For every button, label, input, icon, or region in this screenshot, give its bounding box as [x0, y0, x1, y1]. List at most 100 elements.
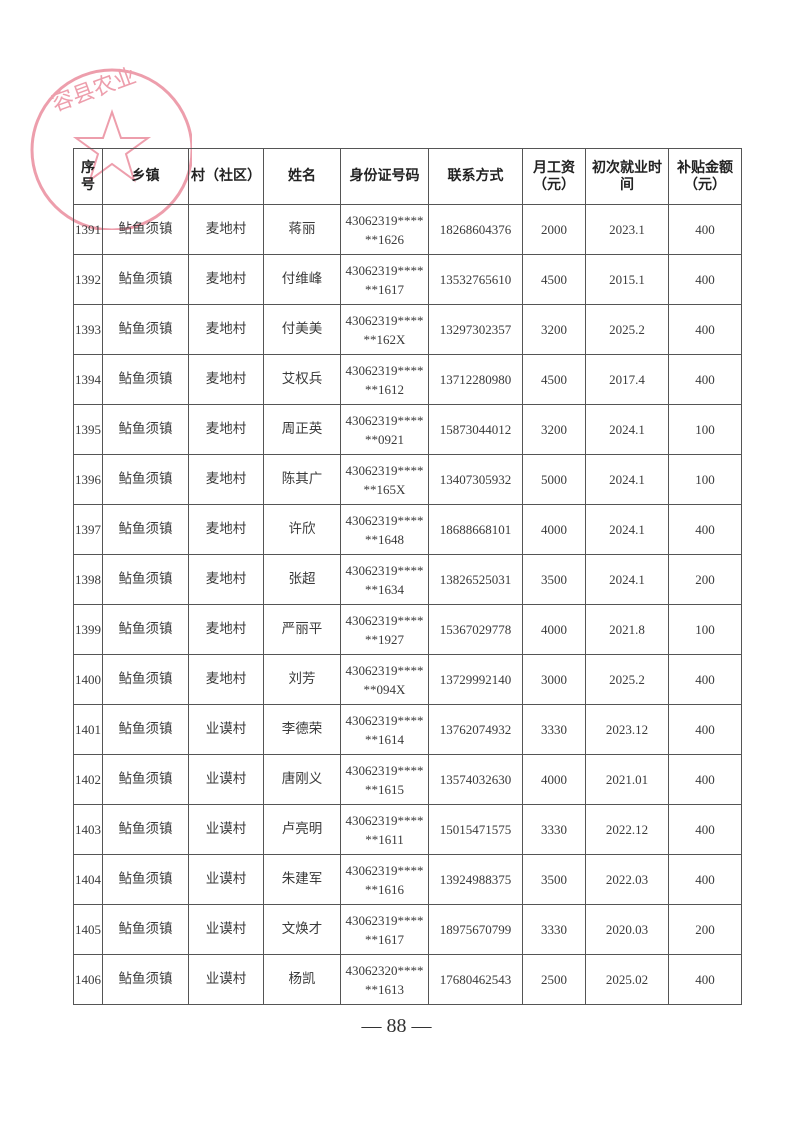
cell-monthly-wage: 2000: [522, 204, 586, 255]
cell-monthly-wage: 3500: [522, 554, 586, 605]
cell-id-number: 43062319******165X: [340, 454, 429, 505]
cell-first-employment-date: 2021.01: [585, 754, 669, 805]
cell-village: 麦地村: [188, 254, 264, 305]
table-row: 1406 鲇鱼须镇 业谟村 杨凯 43062320******1613 176804625…: [73, 954, 742, 1005]
cell-seq: 1392: [73, 254, 103, 305]
cell-id-number: 43062319******1927: [340, 604, 429, 655]
cell-seq: 1393: [73, 304, 103, 355]
cell-contact: 17680462543: [428, 954, 523, 1005]
table-row: 1395 鲇鱼须镇 麦地村 周正英 43062319******0921 15873044…: [73, 404, 742, 455]
cell-subsidy-amount: 400: [668, 654, 742, 705]
table-row: 1405 鲇鱼须镇 业谟村 文焕才 43062319******1617 18975670…: [73, 904, 742, 955]
cell-seq: 1399: [73, 604, 103, 655]
cell-name: 唐刚义: [263, 754, 341, 805]
cell-village: 麦地村: [188, 604, 264, 655]
cell-township: 鲇鱼须镇: [102, 604, 189, 655]
cell-seq: 1403: [73, 804, 103, 855]
cell-first-employment-date: 2015.1: [585, 254, 669, 305]
cell-subsidy-amount: 400: [668, 754, 742, 805]
cell-name: 蒋丽: [263, 204, 341, 255]
cell-township: 鲇鱼须镇: [102, 854, 189, 905]
cell-seq: 1405: [73, 904, 103, 955]
header-name: 姓名: [263, 148, 341, 205]
cell-contact: 18268604376: [428, 204, 523, 255]
cell-subsidy-amount: 400: [668, 504, 742, 555]
cell-village: 业谟村: [188, 704, 264, 755]
cell-id-number: 43062319******1626: [340, 204, 429, 255]
cell-subsidy-amount: 100: [668, 404, 742, 455]
cell-monthly-wage: 3330: [522, 704, 586, 755]
cell-contact: 13826525031: [428, 554, 523, 605]
cell-contact: 13712280980: [428, 354, 523, 405]
table-row: 1393 鲇鱼须镇 麦地村 付美美 43062319******162X 13297302…: [73, 304, 742, 355]
cell-name: 刘芳: [263, 654, 341, 705]
cell-seq: 1400: [73, 654, 103, 705]
cell-subsidy-amount: 400: [668, 954, 742, 1005]
cell-id-number: 43062319******1617: [340, 254, 429, 305]
header-first-employment-date: 初次就业时间: [585, 148, 669, 205]
table-row: 1400 鲇鱼须镇 麦地村 刘芳 43062319******094X 137299921…: [73, 654, 742, 705]
cell-id-number: 43062319******1611: [340, 804, 429, 855]
cell-contact: 15367029778: [428, 604, 523, 655]
header-monthly-wage: 月工资（元）: [522, 148, 586, 205]
cell-first-employment-date: 2023.12: [585, 704, 669, 755]
cell-id-number: 43062319******1616: [340, 854, 429, 905]
table-row: 1391 鲇鱼须镇 麦地村 蒋丽 43062319******1626 182686043…: [73, 204, 742, 255]
cell-subsidy-amount: 100: [668, 454, 742, 505]
table-row: 1401 鲇鱼须镇 业谟村 李德荣 43062319******1614 13762074…: [73, 704, 742, 755]
cell-first-employment-date: 2025.02: [585, 954, 669, 1005]
cell-subsidy-amount: 400: [668, 304, 742, 355]
cell-township: 鲇鱼须镇: [102, 304, 189, 355]
cell-township: 鲇鱼须镇: [102, 254, 189, 305]
header-contact: 联系方式: [428, 148, 523, 205]
cell-monthly-wage: 4500: [522, 254, 586, 305]
cell-monthly-wage: 3330: [522, 804, 586, 855]
cell-village: 麦地村: [188, 304, 264, 355]
cell-village: 业谟村: [188, 804, 264, 855]
table-row: 1402 鲇鱼须镇 业谟村 唐刚义 43062319******1615 13574032…: [73, 754, 742, 805]
cell-seq: 1402: [73, 754, 103, 805]
cell-subsidy-amount: 400: [668, 254, 742, 305]
cell-contact: 13729992140: [428, 654, 523, 705]
cell-monthly-wage: 2500: [522, 954, 586, 1005]
header-subsidy-amount: 补贴金额（元）: [668, 148, 742, 205]
table-row: 1394 鲇鱼须镇 麦地村 艾权兵 43062319******1612 13712280…: [73, 354, 742, 405]
table-row: 1397 鲇鱼须镇 麦地村 许欣 43062319******1648 186886681…: [73, 504, 742, 555]
cell-monthly-wage: 4000: [522, 754, 586, 805]
cell-first-employment-date: 2020.03: [585, 904, 669, 955]
cell-township: 鲇鱼须镇: [102, 954, 189, 1005]
cell-first-employment-date: 2025.2: [585, 304, 669, 355]
cell-seq: 1391: [73, 204, 103, 255]
cell-id-number: 43062319******094X: [340, 654, 429, 705]
cell-contact: 13924988375: [428, 854, 523, 905]
cell-contact: 13407305932: [428, 454, 523, 505]
cell-monthly-wage: 3200: [522, 404, 586, 455]
header-id-number: 身份证号码: [340, 148, 429, 205]
cell-name: 张超: [263, 554, 341, 605]
cell-subsidy-amount: 200: [668, 904, 742, 955]
page-number: — 88 —: [361, 1015, 432, 1037]
table-body: 1391 鲇鱼须镇 麦地村 蒋丽 43062319******1626 182686043…: [73, 204, 742, 1005]
cell-first-employment-date: 2024.1: [585, 454, 669, 505]
cell-name: 付维峰: [263, 254, 341, 305]
cell-monthly-wage: 3500: [522, 854, 586, 905]
cell-township: 鲇鱼须镇: [102, 654, 189, 705]
cell-township: 鲇鱼须镇: [102, 504, 189, 555]
cell-first-employment-date: 2017.4: [585, 354, 669, 405]
cell-id-number: 43062319******162X: [340, 304, 429, 355]
cell-id-number: 43062320******1613: [340, 954, 429, 1005]
table-row: 1404 鲇鱼须镇 业谟村 朱建军 43062319******1616 13924988…: [73, 854, 742, 905]
cell-township: 鲇鱼须镇: [102, 704, 189, 755]
header-seq: 序号: [73, 148, 103, 205]
cell-name: 文焕才: [263, 904, 341, 955]
cell-id-number: 43062319******1617: [340, 904, 429, 955]
cell-seq: 1394: [73, 354, 103, 405]
cell-first-employment-date: 2021.8: [585, 604, 669, 655]
cell-first-employment-date: 2024.1: [585, 404, 669, 455]
cell-first-employment-date: 2024.1: [585, 504, 669, 555]
cell-monthly-wage: 4000: [522, 504, 586, 555]
cell-township: 鲇鱼须镇: [102, 204, 189, 255]
cell-village: 业谟村: [188, 854, 264, 905]
cell-contact: 18975670799: [428, 904, 523, 955]
table-row: 1399 鲇鱼须镇 麦地村 严丽平 43062319******1927 15367029…: [73, 604, 742, 655]
